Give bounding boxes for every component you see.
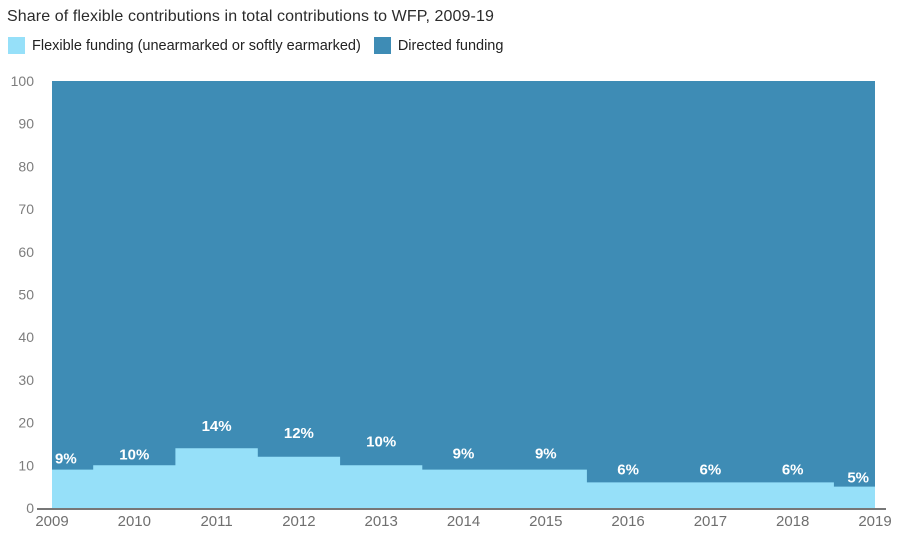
- x-axis-tick-label: 2017: [694, 513, 727, 530]
- legend-item: Flexible funding (unearmarked or softly …: [8, 37, 361, 54]
- x-axis-tick-label: 2018: [776, 513, 809, 530]
- x-axis-tick-label: 2009: [35, 513, 68, 530]
- x-axis-tick-label: 2016: [611, 513, 644, 530]
- legend-swatch-icon: [373, 37, 391, 54]
- x-axis-tick-label: 2015: [529, 513, 562, 530]
- y-axis-tick-label: 80: [18, 158, 34, 174]
- y-axis-tick-label: 70: [18, 201, 34, 217]
- flexible-funding-area: [52, 448, 875, 508]
- x-axis-tick-label: 2012: [282, 513, 315, 530]
- legend-swatch-icon: [8, 37, 25, 54]
- chart-title: Share of flexible contributions in total…: [7, 8, 494, 25]
- legend: Flexible funding (unearmarked or softly …: [8, 37, 503, 54]
- x-axis-tick-label: 2011: [200, 513, 232, 530]
- value-label: 6%: [782, 461, 804, 478]
- value-label: 12%: [284, 425, 314, 442]
- value-label: 9%: [535, 446, 557, 463]
- directed-funding-area: [52, 81, 875, 508]
- value-label: 5%: [847, 470, 869, 487]
- value-label: 10%: [366, 433, 396, 450]
- y-axis-tick-label: 20: [18, 415, 34, 431]
- y-axis-tick-label: 30: [18, 372, 34, 388]
- value-label: 14%: [202, 418, 232, 435]
- value-label: 6%: [700, 461, 722, 478]
- y-axis-tick-label: 100: [11, 73, 35, 89]
- value-label: 6%: [617, 461, 639, 478]
- legend-label: Directed funding: [397, 37, 504, 54]
- legend-label: Flexible funding (unearmarked or softly …: [32, 37, 361, 54]
- x-axis-tick-label: 2014: [447, 513, 480, 530]
- y-axis-tick-label: 90: [18, 116, 34, 132]
- value-label: 10%: [119, 446, 149, 463]
- x-axis-tick-label: 2019: [858, 513, 891, 530]
- y-axis-tick-label: 0: [26, 500, 34, 516]
- value-label: 9%: [453, 446, 475, 463]
- y-axis-tick-label: 10: [18, 457, 34, 473]
- y-axis-tick-label: 50: [18, 287, 34, 303]
- legend-item: Directed funding: [373, 37, 504, 54]
- x-axis-tick-label: 2013: [365, 513, 398, 530]
- x-axis-tick-label: 2010: [118, 513, 151, 530]
- y-axis-tick-label: 60: [18, 244, 34, 260]
- y-axis-tick-label: 40: [18, 329, 34, 345]
- value-label: 9%: [55, 451, 77, 468]
